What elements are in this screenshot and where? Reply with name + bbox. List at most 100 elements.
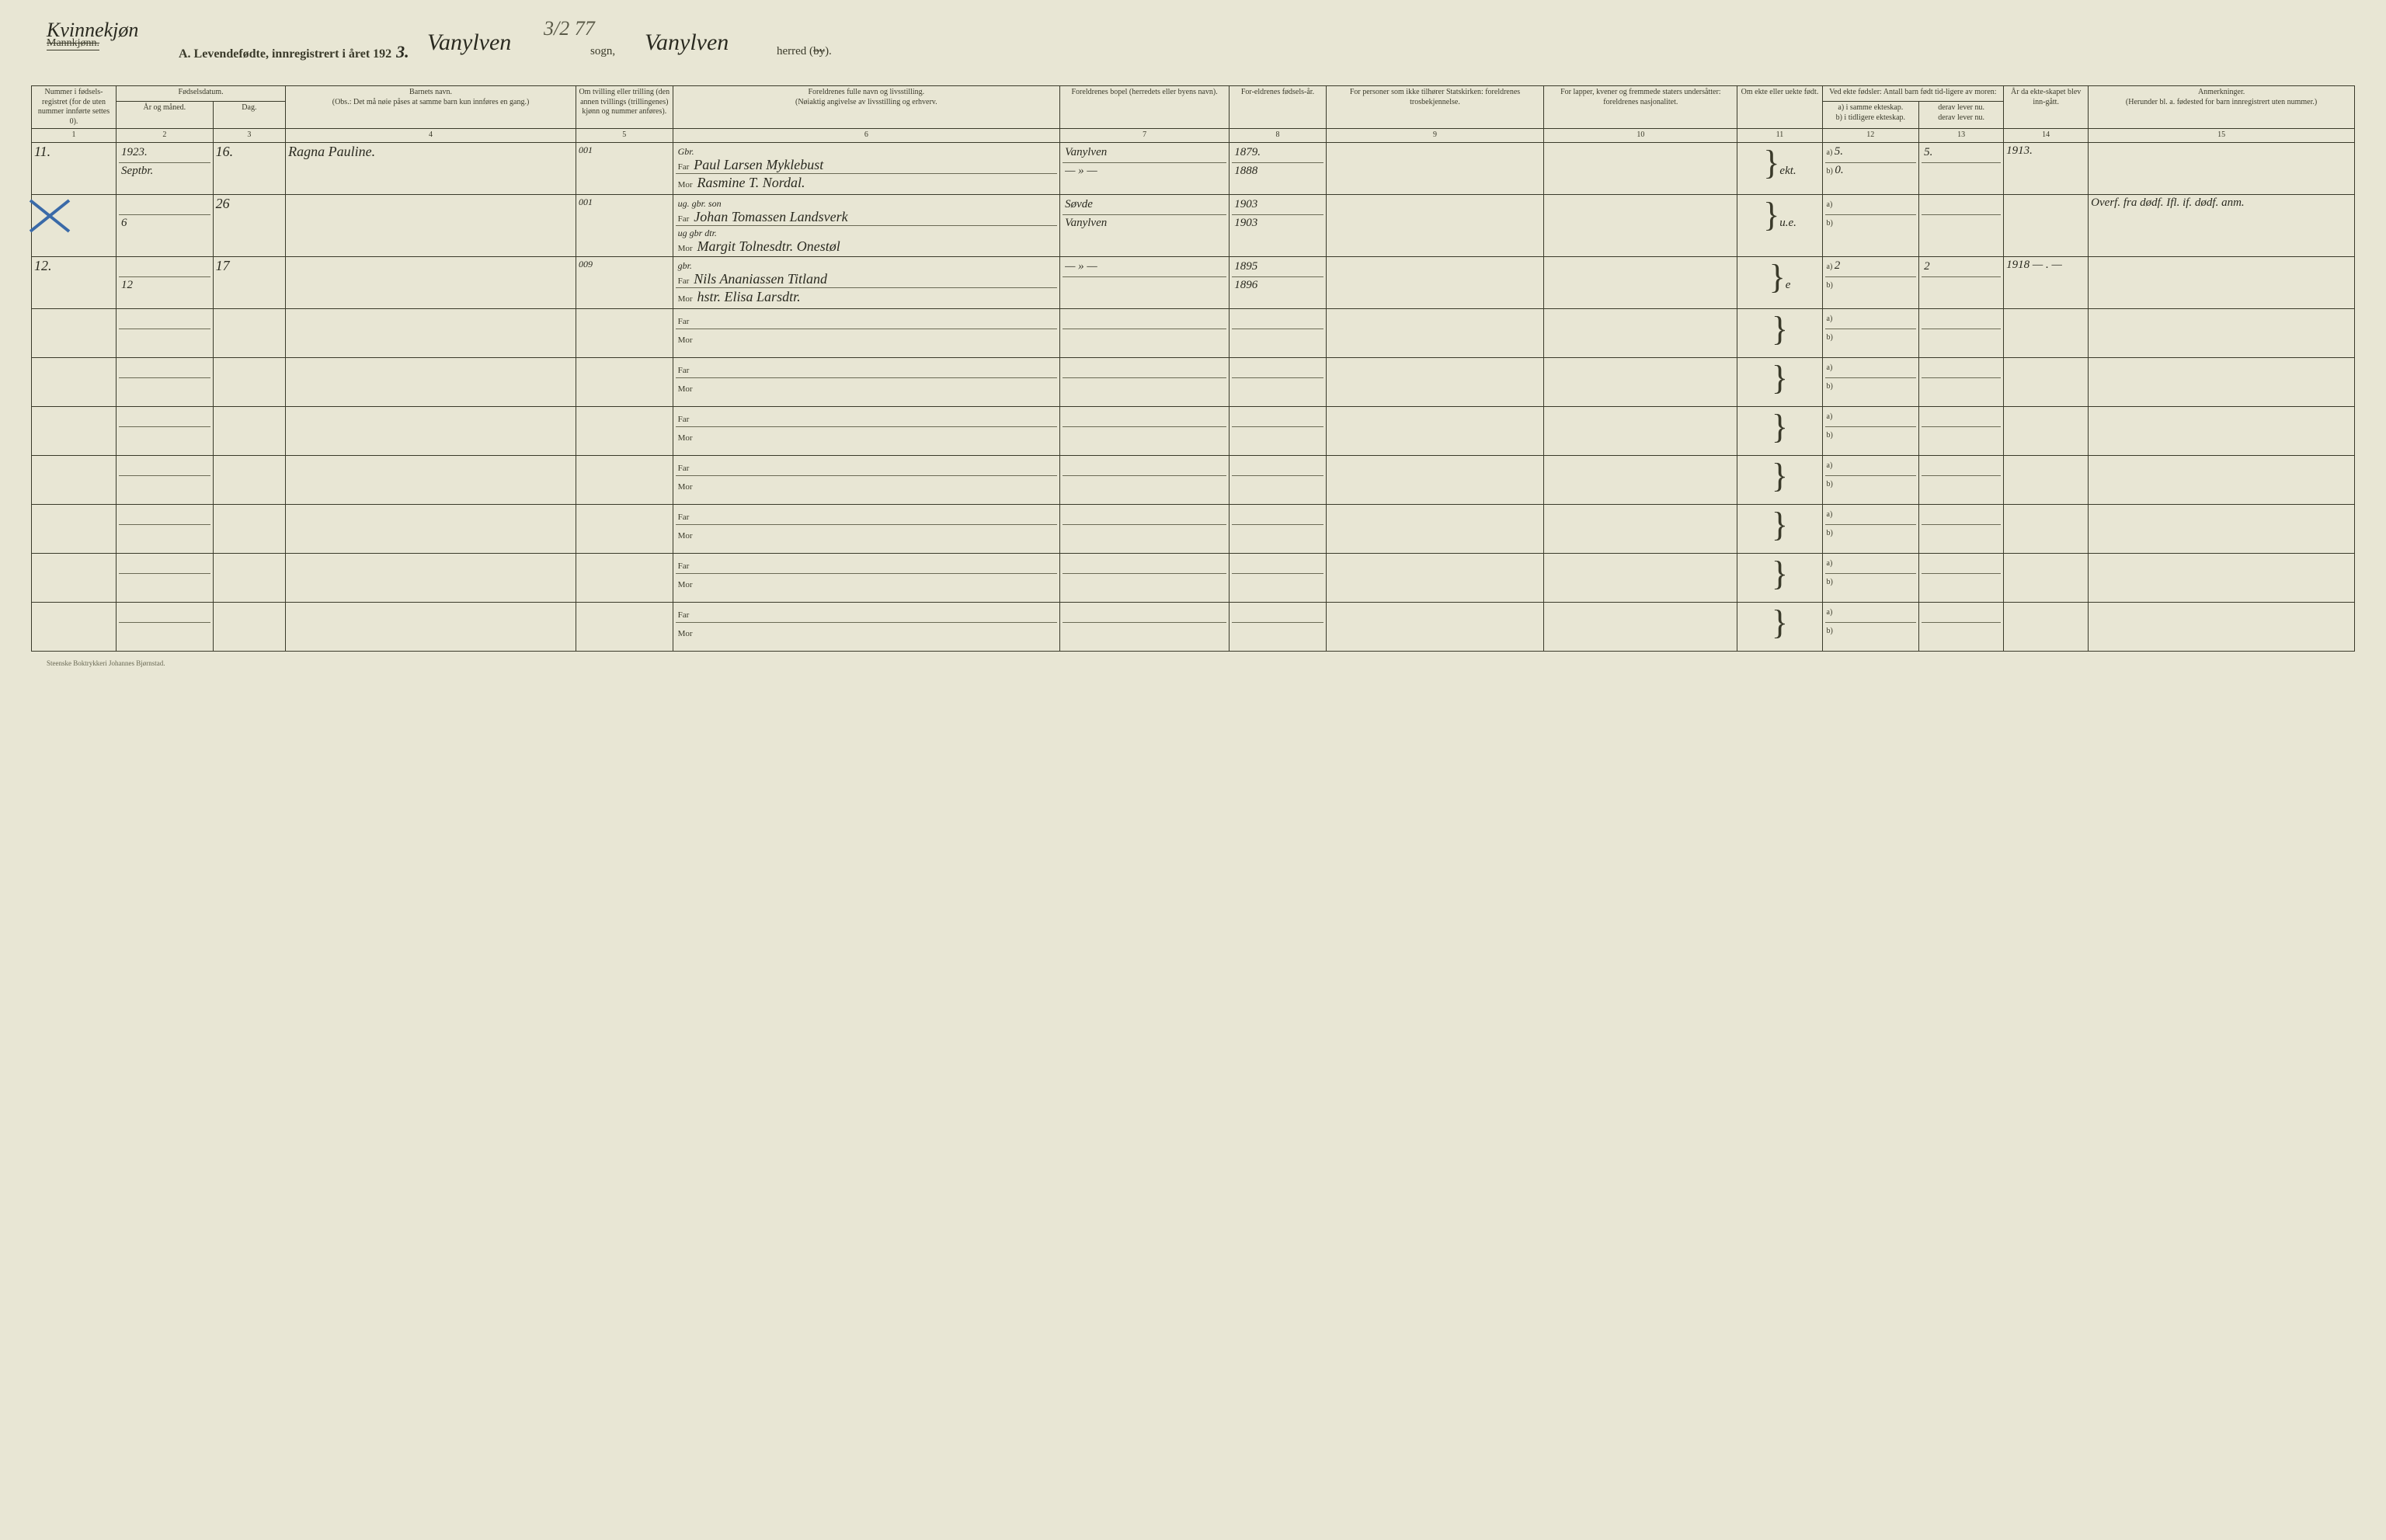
table-row: 626001 ug. gbr. sonFarJohan Tomassen Lan… — [32, 194, 2355, 256]
mor-prefix: ug gbr dtr. — [678, 228, 717, 238]
herred-label: herred (by). — [777, 45, 832, 58]
top-reference-number: 3/2 77 — [544, 17, 595, 40]
cell-remarks — [2089, 455, 2355, 504]
cell-remarks — [2089, 357, 2355, 406]
cell-parents: Far Mor — [673, 308, 1060, 357]
cell-religion — [1326, 357, 1543, 406]
col-header-5: Om tvilling eller trilling (den annen tv… — [576, 86, 673, 129]
cell-birthyear — [1230, 602, 1327, 651]
cell-bopel: Vanylven— » — — [1060, 142, 1230, 194]
cell-child: Ragna Pauline. — [286, 142, 576, 194]
cell-child — [286, 308, 576, 357]
cell-child — [286, 406, 576, 455]
cell-living — [1919, 357, 2004, 406]
cell-remarks — [2089, 553, 2355, 602]
day-value: 26 — [216, 196, 230, 211]
title-line: A. Levendefødte, innregistrert i året 19… — [179, 42, 409, 62]
table-header: Nummer i fødsels-registret (for de uten … — [32, 86, 2355, 143]
cell-day — [213, 504, 285, 553]
remarks: Overf. fra dødf. Ifl. if. dødf. anm. — [2091, 196, 2245, 209]
cell-day — [213, 406, 285, 455]
marriage-year: 1913. — [2006, 144, 2033, 157]
cell-year-month — [117, 504, 214, 553]
day-value: 16. — [216, 144, 234, 159]
far-value: Paul Larsen Myklebust — [694, 157, 823, 172]
far-label: Far — [678, 317, 690, 326]
cell-birthyear: 18951896 — [1230, 256, 1327, 308]
cell-child — [286, 504, 576, 553]
cell-bopel — [1060, 553, 1230, 602]
cell-bopel: SøvdeVanylven — [1060, 194, 1230, 256]
far-label: Far — [678, 464, 690, 473]
cell-living — [1919, 308, 2004, 357]
cell-num — [32, 455, 117, 504]
brace-icon: } — [1772, 359, 1788, 397]
cell-remarks — [2089, 602, 2355, 651]
cell-twin: 001 — [576, 194, 673, 256]
far-label: Far — [678, 366, 690, 375]
cell-parents: Far Mor — [673, 504, 1060, 553]
table-row: Far Mor }a) b) — [32, 504, 2355, 553]
brace-icon: } — [1772, 408, 1788, 446]
cell-day — [213, 455, 285, 504]
cell-nationality — [1544, 455, 1737, 504]
title-year-digit: 3. — [396, 42, 409, 62]
title-prefix: A. Levendefødte, innregistrert i året 19… — [179, 47, 391, 61]
cell-twin — [576, 308, 673, 357]
cell-day: 26 — [213, 194, 285, 256]
far-label: Far — [678, 610, 690, 620]
cell-prev-children: a) 2b) — [1822, 256, 1919, 308]
cell-parents: Far Mor — [673, 406, 1060, 455]
sogn-label: sogn, — [590, 45, 615, 58]
cell-ekte: } — [1737, 406, 1822, 455]
cell-day — [213, 308, 285, 357]
cell-parents: Gbr.FarPaul Larsen Myklebust MorRasmine … — [673, 142, 1060, 194]
col-header-1: Nummer i fødsels-registret (for de uten … — [32, 86, 117, 129]
cell-child — [286, 194, 576, 256]
cell-living — [1919, 406, 2004, 455]
gender-handwritten: Kvinnekjøn — [47, 19, 138, 42]
cell-ekte: } — [1737, 357, 1822, 406]
cell-parents: Far Mor — [673, 602, 1060, 651]
cell-twin — [576, 602, 673, 651]
cell-day — [213, 602, 285, 651]
cell-year-month — [117, 553, 214, 602]
cell-child — [286, 256, 576, 308]
far-label: Far — [678, 214, 690, 224]
cell-ekte: }e — [1737, 256, 1822, 308]
far-prefix: Gbr. — [678, 146, 694, 157]
cell-num — [32, 602, 117, 651]
register-table: Nummer i fødsels-registret (for de uten … — [31, 85, 2355, 652]
cell-birthyear: 1879.1888 — [1230, 142, 1327, 194]
cell-living — [1919, 455, 2004, 504]
cell-nationality — [1544, 406, 1737, 455]
cell-ekte: } — [1737, 308, 1822, 357]
cell-num — [32, 504, 117, 553]
cell-religion — [1326, 553, 1543, 602]
brace-icon: } — [1763, 144, 1779, 182]
far-prefix: gbr. — [678, 260, 692, 271]
ekte-value: e — [1786, 279, 1791, 291]
mor-label: Mor — [678, 335, 693, 345]
cell-parents: Far Mor — [673, 357, 1060, 406]
brace-icon: } — [1772, 554, 1788, 593]
cell-prev-children: a) b) — [1822, 194, 1919, 256]
cell-twin — [576, 406, 673, 455]
entry-number: 11. — [34, 144, 50, 159]
cell-parents: gbr.FarNils Ananiassen Titland Morhstr. … — [673, 256, 1060, 308]
brace-icon: } — [1772, 457, 1788, 495]
cell-ekte: }ekt. — [1737, 142, 1822, 194]
mor-label: Mor — [678, 482, 693, 492]
brace-icon: } — [1763, 196, 1779, 234]
table-row: 11.1923.Septbr.16.Ragna Pauline.001 Gbr.… — [32, 142, 2355, 194]
cell-bopel — [1060, 602, 1230, 651]
cell-living — [1919, 553, 2004, 602]
cell-twin: 001 — [576, 142, 673, 194]
cell-prev-children: a) b) — [1822, 504, 1919, 553]
far-value: Nils Ananiassen Titland — [694, 271, 827, 287]
cell-birthyear — [1230, 455, 1327, 504]
cell-marriage-year — [2004, 602, 2089, 651]
col-header-10: For lapper, kvener og fremmede staters u… — [1544, 86, 1737, 129]
cell-prev-children: a) b) — [1822, 455, 1919, 504]
register-page: Mannkjønn. Kvinnekjøn A. Levendefødte, i… — [31, 23, 2355, 667]
